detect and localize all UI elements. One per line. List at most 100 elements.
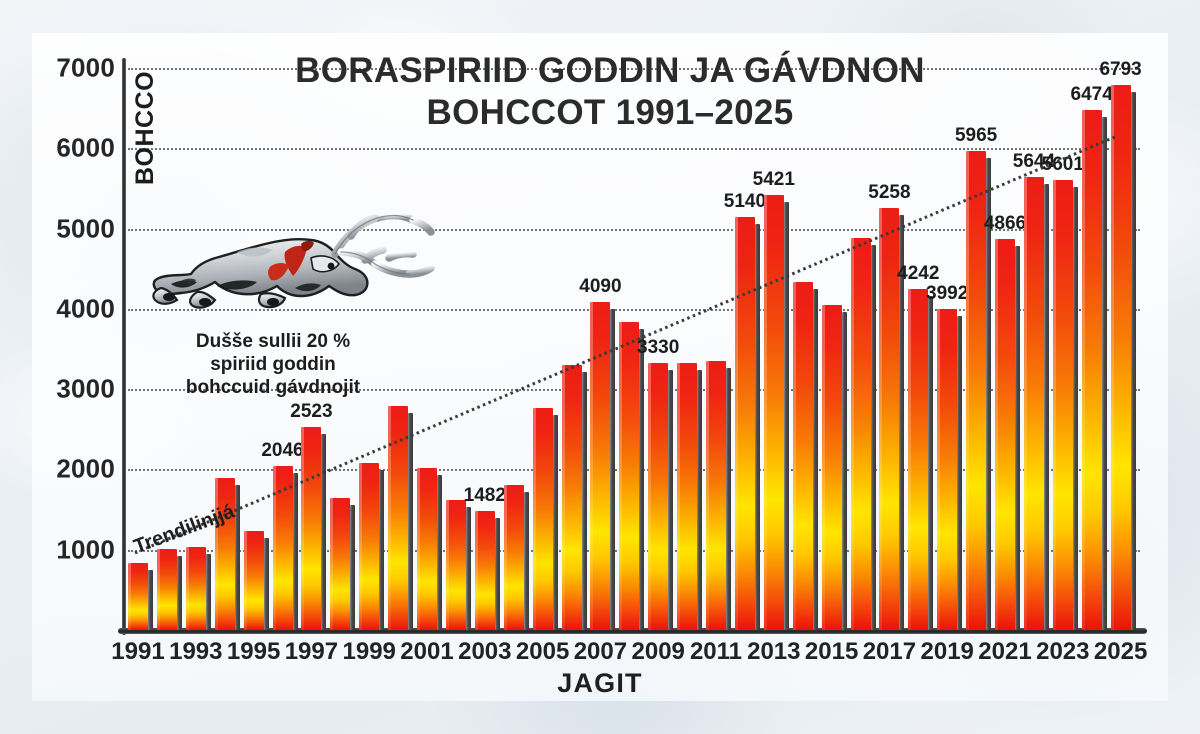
bar-1999[interactable] [359,463,380,630]
bar-2018[interactable] [908,289,929,630]
bar-value-label-2018: 4242 [897,263,940,285]
bar-2014[interactable] [792,281,813,631]
bar-shadow [841,311,847,630]
bar-shadow [523,491,529,630]
bar-2012[interactable] [734,217,755,630]
bar-shadow [1043,183,1049,630]
bar-2010[interactable] [677,362,698,631]
bar-2016[interactable] [850,238,871,630]
bar-2025[interactable] [1110,84,1131,631]
bar-2019[interactable] [937,309,958,630]
x-tick-1999: 1999 [342,638,396,665]
bar-1997[interactable] [301,427,322,630]
bar-2015[interactable] [821,304,842,631]
bar-shadow [783,201,789,630]
bar-value-label-2012: 5140 [723,191,767,213]
bar-value-label-2019: 3992 [926,283,969,305]
bar-1993[interactable] [185,546,206,631]
y-axis-title-label: BOHCCO [131,70,159,185]
bar-shadow [176,555,182,630]
annotation-line-1: Dušše sullii 20 % [195,331,351,352]
y-axis-title: BOHCCO [128,55,162,185]
x-tick-2023: 2023 [1036,638,1090,665]
bar-1994[interactable] [214,478,235,630]
x-tick-2017: 2017 [862,638,917,665]
bar-2013[interactable] [763,194,784,631]
bar-shadow [1072,187,1078,630]
bar-shadow [408,413,414,630]
bar-2004[interactable] [503,484,524,631]
dead-reindeer-icon [152,211,435,309]
x-tick-1991: 1991 [111,638,165,665]
bar-2005[interactable] [532,408,553,630]
bar-1996[interactable] [272,465,293,631]
bar-2003[interactable] [474,511,495,630]
bar-shadow [1015,246,1020,630]
bar-value-label-2023: 5601 [1041,154,1084,176]
y-tick-4000: 4000 [56,293,115,324]
bar-shadow [234,485,240,630]
chart-title: BORASPIRIID GODDIN JA GÁVDNON BOHCCOT 19… [230,50,990,134]
x-tick-1997: 1997 [284,638,339,665]
bar-1991[interactable] [128,562,148,631]
x-tick-2007: 2007 [573,638,628,665]
x-tick-2005: 2005 [515,638,570,665]
bar-shadow [379,470,385,630]
bar-shadow [957,316,963,630]
bar-shadow [494,518,500,630]
x-tick-2025: 2025 [1093,638,1148,665]
x-tick-1995: 1995 [226,638,281,665]
y-tick-5000: 5000 [56,213,115,244]
bar-value-label-2003: 1482 [463,485,506,507]
y-tick-3000: 3000 [56,373,115,404]
bar-2021[interactable] [995,239,1015,630]
bar-1995[interactable] [243,531,264,630]
bar-value-label-2024: 6474 [1070,84,1113,106]
x-tick-2001: 2001 [400,638,454,665]
bar-shadow [928,296,934,630]
annotation-line-3: bohccuid gávdnojit [185,377,361,398]
x-tick-2003: 2003 [458,638,512,665]
gridline-6000 [128,148,1140,151]
bar-2024[interactable] [1081,110,1102,630]
bar-1998[interactable] [330,497,351,631]
bar-value-label-2025: 6793 [1099,58,1142,80]
bar-shadow [292,472,298,630]
bar-shadow [148,569,153,630]
x-tick-2015: 2015 [804,638,859,665]
bar-2000[interactable] [388,406,409,630]
bar-shadow [870,245,876,630]
bar-shadow [263,538,269,630]
bar-value-label-2017: 5258 [868,181,911,203]
bar-2007[interactable] [590,301,611,631]
bar-shadow [812,288,818,630]
bar-shadow [726,368,731,630]
bar-value-label-2009: 3330 [637,336,680,358]
bar-2006[interactable] [561,365,582,630]
x-tick-2013: 2013 [747,638,801,665]
bar-2002[interactable] [445,499,466,631]
bar-value-label-1997: 2523 [290,401,333,423]
bar-shadow [639,328,645,630]
bar-value-label-2007: 4090 [579,275,622,297]
bar-value-label-2013: 5421 [752,168,795,190]
bar-2023[interactable] [1052,180,1073,630]
bar-shadow [610,308,616,630]
x-tick-2011: 2011 [689,638,743,665]
bar-2011[interactable] [706,361,726,630]
bar-2008[interactable] [619,321,640,631]
bar-shadow [1130,91,1136,630]
y-tick-6000: 6000 [56,132,115,163]
bar-shadow [465,506,471,630]
x-axis-title: JAGIT [557,668,643,698]
dead-reindeer-illustration [145,196,435,321]
bar-1992[interactable] [156,548,177,631]
bar-2009[interactable] [648,362,669,631]
bar-shadow [697,369,703,630]
x-axis-line [118,628,1147,634]
bar-2001[interactable] [417,467,437,631]
bar-shadow [437,474,442,630]
bar-2022[interactable] [1023,176,1044,631]
